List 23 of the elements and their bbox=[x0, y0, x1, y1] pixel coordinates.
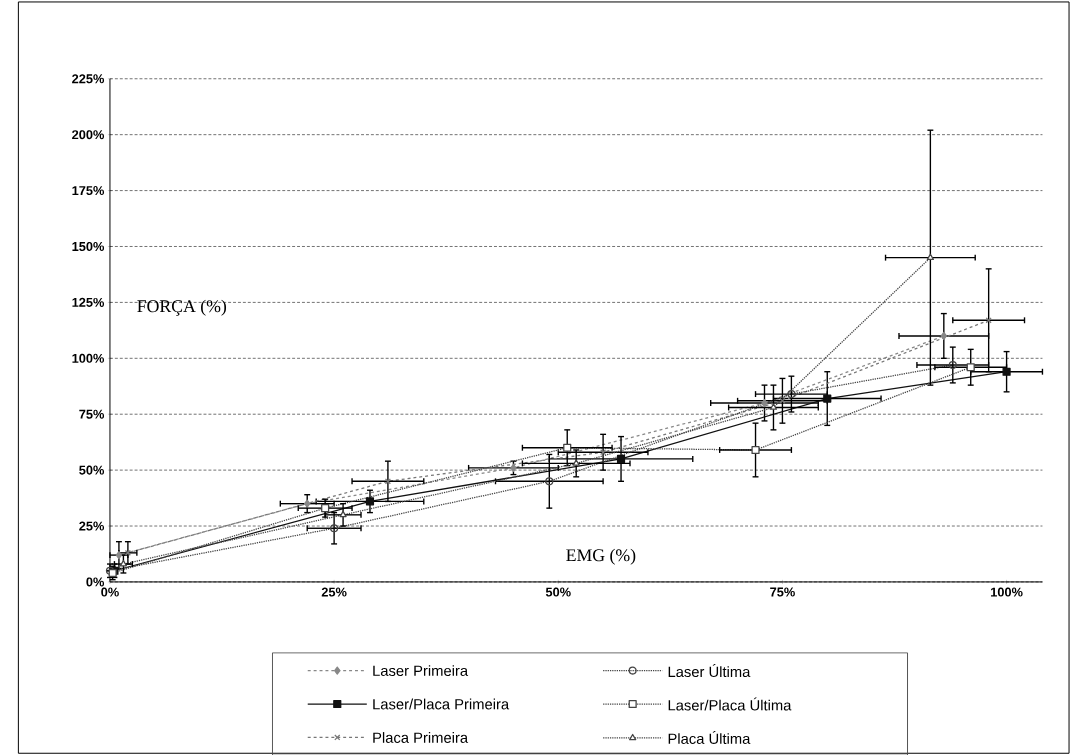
x-tick-label: 75% bbox=[770, 587, 795, 597]
y-tick-label: 200% bbox=[72, 130, 105, 140]
y-tick-label: 175% bbox=[72, 185, 105, 195]
y-tick-label: 150% bbox=[72, 241, 105, 251]
y-tick-label: 75% bbox=[79, 409, 105, 419]
y-axis-title: FORÇA (%) bbox=[137, 299, 227, 316]
x-tick-label: 100% bbox=[991, 587, 1023, 597]
legend-label: Placa Última bbox=[668, 730, 751, 744]
x-axis-title: EMG (%) bbox=[566, 548, 636, 565]
y-tick-label: 125% bbox=[72, 297, 105, 307]
y-tick-label: 25% bbox=[79, 521, 105, 531]
legend-label: Laser/Placa Primeira bbox=[373, 698, 510, 710]
y-tick-label: 100% bbox=[72, 353, 105, 363]
y-tick-label: 0% bbox=[86, 577, 105, 587]
x-tick-label: 25% bbox=[321, 587, 347, 597]
legend-label: Laser Última bbox=[668, 663, 751, 677]
legend-label: Placa Primeira bbox=[373, 731, 469, 743]
y-tick-label: 50% bbox=[79, 465, 105, 475]
x-tick-label: 0% bbox=[101, 587, 119, 597]
legend-label: Laser/Placa Última bbox=[668, 697, 792, 711]
x-tick-label: 50% bbox=[545, 587, 571, 597]
legend-label: Laser Primeira bbox=[373, 665, 469, 676]
y-tick-label: 225% bbox=[72, 74, 105, 84]
